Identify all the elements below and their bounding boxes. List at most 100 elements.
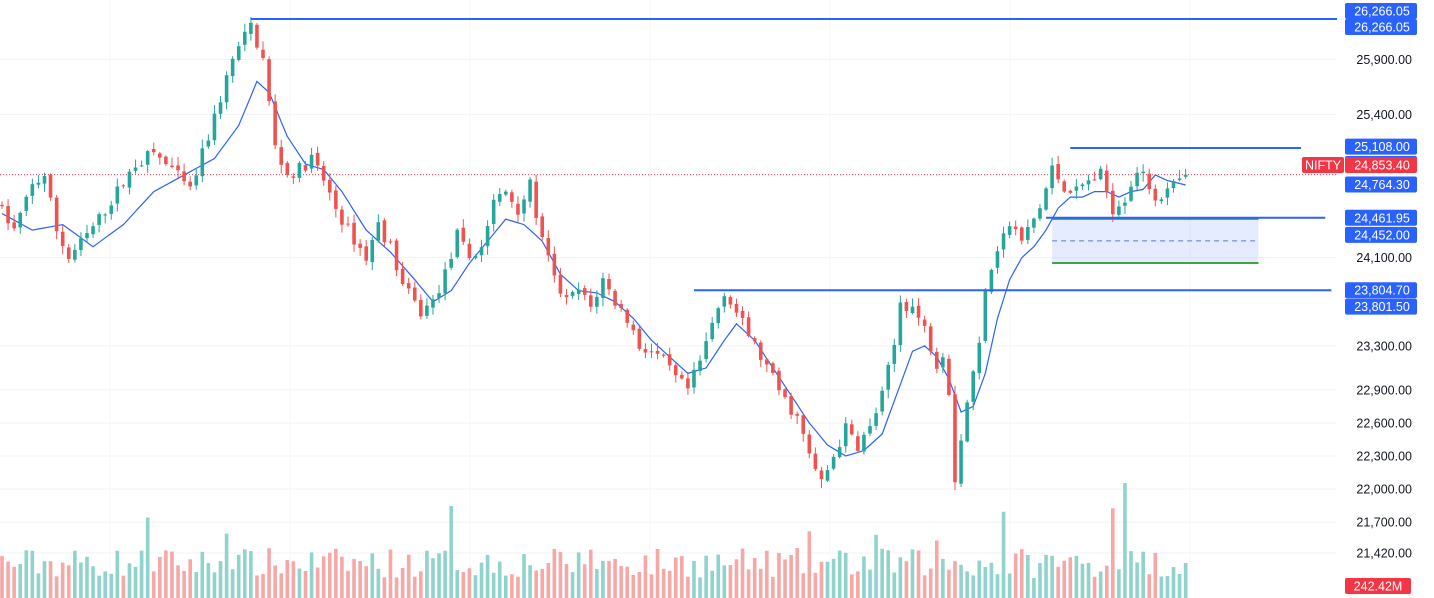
- volume-bar: [419, 571, 423, 598]
- candle-body: [673, 365, 678, 376]
- volume-bar: [613, 558, 617, 598]
- volume-bar: [673, 557, 678, 598]
- candle-body: [1080, 184, 1085, 187]
- candle-body: [564, 295, 569, 298]
- candle-body: [1001, 233, 1006, 250]
- volume-bar: [601, 560, 605, 598]
- volume-bar: [534, 570, 538, 598]
- volume-bar: [467, 568, 472, 598]
- candle-body: [734, 303, 739, 313]
- volume-bar: [346, 570, 350, 598]
- candle-body: [789, 395, 793, 415]
- candle-body: [485, 226, 490, 247]
- candle-body: [327, 179, 332, 193]
- volume-bar: [1074, 555, 1079, 598]
- candle-body: [85, 233, 89, 239]
- volume-bar: [255, 575, 259, 598]
- volume-bar: [455, 570, 460, 598]
- volume-bar: [473, 575, 478, 598]
- volume-bar: [370, 553, 375, 598]
- candle-body: [643, 349, 648, 353]
- candle-body: [959, 440, 963, 484]
- candle-body: [218, 102, 223, 114]
- candle-body: [837, 447, 842, 458]
- candle-body: [934, 351, 939, 369]
- candle-body: [558, 274, 563, 294]
- volume-bar: [127, 563, 132, 598]
- volume-bar: [552, 548, 557, 598]
- volume-bar: [388, 549, 393, 598]
- volume-bar: [886, 550, 891, 598]
- horizontal-lines[interactable]: [250, 18, 1362, 292]
- candle-body: [637, 328, 642, 349]
- candle-body: [6, 206, 10, 224]
- volume-bar: [60, 562, 65, 598]
- volume-bar: [947, 569, 951, 598]
- volume-bar: [922, 575, 927, 598]
- price-tick-label: 24,100.00: [1356, 251, 1412, 265]
- volume-bar: [303, 570, 308, 598]
- volume-bar: [358, 561, 362, 598]
- price-tick-label: 25,400.00: [1356, 108, 1412, 122]
- candle-body: [473, 255, 478, 259]
- volume-bar: [249, 551, 253, 598]
- candle-body: [255, 24, 259, 48]
- volume-bar: [1062, 560, 1067, 598]
- candle-body: [309, 154, 314, 169]
- volume-bar: [18, 563, 23, 598]
- candle-body: [36, 182, 41, 185]
- volume-bar: [309, 552, 314, 598]
- candle-body: [334, 190, 338, 209]
- candle-body: [977, 342, 982, 374]
- volume-bar: [504, 575, 508, 598]
- candle-body: [73, 249, 77, 260]
- candle-body: [1032, 218, 1036, 228]
- volume-bar: [686, 576, 690, 598]
- candlesticks[interactable]: [0, 17, 1188, 491]
- candle-body: [922, 319, 927, 326]
- candle-body: [504, 191, 508, 195]
- candle-body: [60, 231, 65, 246]
- candle-body: [1147, 173, 1152, 190]
- volume-bar: [1068, 557, 1073, 598]
- candle-body: [437, 293, 441, 298]
- volume-bar: [340, 556, 344, 598]
- candle-body: [1141, 171, 1145, 174]
- volume-bar: [261, 573, 265, 598]
- candle-body: [765, 359, 769, 365]
- candle-body: [1153, 188, 1158, 201]
- price-zone-rectangle[interactable]: [1052, 217, 1259, 264]
- volume-bar: [12, 566, 16, 598]
- volume-bar: [807, 531, 812, 598]
- volume-bar: [121, 575, 126, 598]
- volume-bar: [206, 563, 211, 598]
- volume-bar: [868, 569, 872, 598]
- candle-body: [261, 49, 265, 58]
- candle-body: [856, 436, 860, 451]
- volume-bar: [1183, 562, 1188, 598]
- candle-body: [1050, 165, 1054, 189]
- candle-body: [995, 251, 1000, 268]
- volume-bar: [540, 569, 545, 598]
- candle-body: [1092, 179, 1097, 181]
- candle-body: [1026, 227, 1030, 240]
- volume-bar: [734, 559, 739, 598]
- moving-average-line: [1, 80, 1186, 457]
- volume-bar: [194, 572, 199, 598]
- candle-body: [1159, 199, 1164, 202]
- volume-bar: [1135, 562, 1139, 598]
- price-tick-label: 23,300.00: [1356, 339, 1412, 353]
- volume-bar: [698, 577, 702, 598]
- candle-body: [1165, 188, 1170, 198]
- price-tick-label: 22,900.00: [1356, 383, 1412, 397]
- price-tick-label: 22,000.00: [1356, 483, 1412, 497]
- volume-bar: [182, 570, 186, 598]
- volume-bar: [30, 550, 35, 598]
- candle-body: [1098, 168, 1103, 180]
- volume-bar: [850, 574, 854, 598]
- volume-bar: [431, 558, 435, 598]
- volume-bar: [382, 577, 387, 598]
- volume-bar: [443, 550, 447, 598]
- candle-body: [1123, 202, 1127, 206]
